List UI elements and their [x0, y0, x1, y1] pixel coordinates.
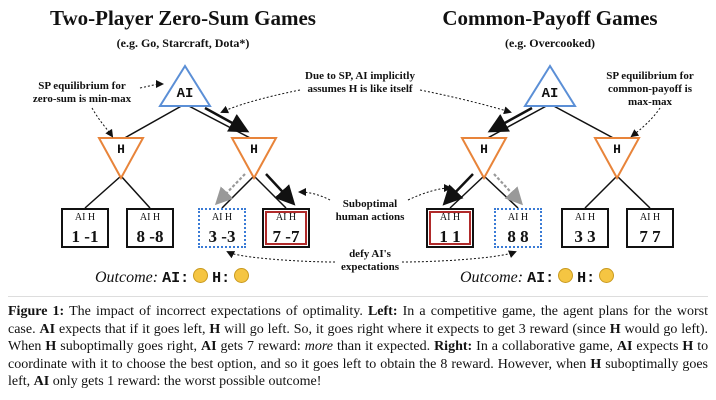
due-to-sp-arrow-left — [220, 89, 301, 114]
right-h2-triangle — [593, 137, 641, 181]
left-subtitle: (e.g. Go, Starcraft, Dota*) — [116, 36, 250, 50]
suboptimal-arrow-right — [407, 184, 452, 201]
left-leaf-1: AI H 1 -1 — [61, 208, 109, 248]
caption-divider — [8, 296, 708, 297]
left-edge-h1-l2 — [120, 175, 151, 209]
right-leaf-4: AI H 7 7 — [626, 208, 674, 248]
left-h1-label: H — [117, 142, 125, 157]
defy-arrow-right — [401, 250, 517, 263]
sad-face-icon — [558, 268, 574, 283]
right-edge-h2-l3 — [584, 175, 618, 209]
suboptimal-arrow-left — [298, 188, 331, 201]
right-edge-root-h1 — [483, 103, 551, 141]
defy-arrow-left — [226, 251, 336, 263]
right-arrow-h-actual — [442, 173, 474, 206]
left-edge-h1-l1 — [84, 175, 122, 209]
right-edge-h1-l2 — [483, 175, 519, 209]
figure-caption: Figure 1: The impact of incorrect expect… — [8, 304, 709, 389]
right-edge-root-h2 — [549, 103, 618, 141]
left-annotation-arrow-ai — [139, 80, 164, 89]
right-edge-h2-l4 — [616, 175, 651, 209]
right-arrow-h-expected — [493, 173, 523, 206]
due-to-sp-arrow-right — [419, 89, 512, 115]
right-sp-annotation: SP equilibrium for common-payoff is max-… — [606, 70, 694, 108]
right-arrow-ai-left — [487, 106, 533, 133]
right-subtitle: (e.g. Overcooked) — [504, 36, 596, 50]
left-title: Two-Player Zero-Sum Games — [50, 6, 316, 30]
right-h1-label: H — [480, 142, 488, 157]
left-h2-triangle — [230, 137, 278, 181]
right-title: Common-Payoff Games — [442, 6, 658, 30]
left-sp-annotation: SP equilibrium for zero-sum is min-max — [32, 80, 132, 105]
left-h2-label: H — [250, 142, 258, 157]
left-outcome: Outcome: AI: H: — [95, 268, 250, 287]
right-h1-triangle — [460, 137, 508, 181]
left-arrow-ai-right — [204, 106, 250, 133]
left-arrow-h-actual — [265, 173, 296, 206]
defy-annotation: defy AI's expectations — [340, 248, 400, 273]
left-leaf-2: AI H 8 -8 — [126, 208, 174, 248]
left-ai-label: AI — [176, 86, 194, 102]
right-outcome: Outcome: AI: H: — [460, 268, 615, 287]
right-leaf-1-actual: AI H 1 1 — [426, 208, 474, 248]
left-h1-triangle — [97, 137, 145, 181]
left-edge-root-h2 — [184, 103, 255, 141]
left-edge-root-h1 — [120, 103, 186, 141]
left-annotation-arrow — [91, 107, 114, 138]
right-ai-triangle — [523, 64, 577, 107]
right-h2-label: H — [613, 142, 621, 157]
right-leaf-2-expected: AI H 8 8 — [494, 208, 542, 248]
game-trees-diagram — [84, 64, 661, 263]
sad-face-icon — [234, 268, 250, 283]
happy-face-icon — [193, 268, 209, 283]
left-leaf-4-actual: AI H 7 -7 — [262, 208, 310, 248]
sad-face-icon — [599, 268, 615, 283]
left-arrow-h-expected — [214, 173, 246, 206]
due-to-sp-annotation: Due to SP, AI implicitly assumes H is li… — [305, 70, 415, 95]
right-leaf-3: AI H 3 3 — [561, 208, 609, 248]
suboptimal-annotation: Suboptimal human actions — [335, 198, 405, 223]
right-ai-label: AI — [541, 86, 559, 102]
left-leaf-3-expected: AI H 3 -3 — [198, 208, 246, 248]
left-ai-triangle — [158, 64, 212, 107]
right-annotation-arrow — [630, 107, 661, 138]
